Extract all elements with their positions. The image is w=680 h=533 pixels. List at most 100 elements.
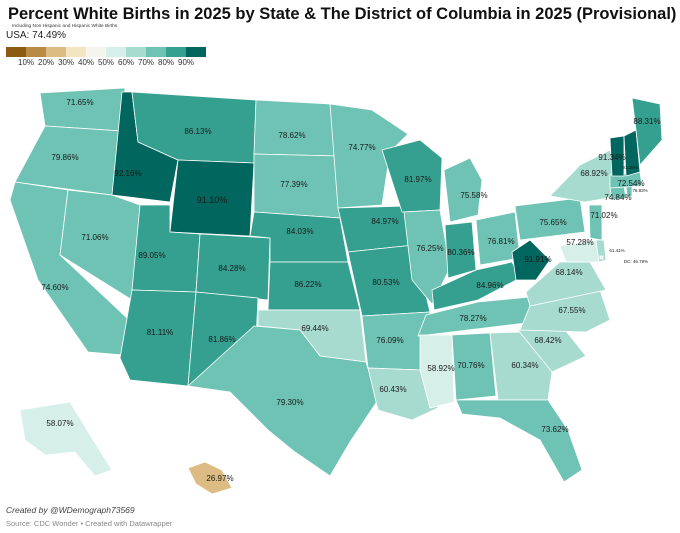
state-nd xyxy=(253,99,339,157)
state-labels: 71.65% 79.86% 74.60% 71.06% 92.16% 86.13% 91.1… xyxy=(41,98,660,483)
state-label-dc: DC: 46.79% xyxy=(624,259,648,264)
state-me xyxy=(631,97,663,166)
state-label-ar: 76.09% xyxy=(376,336,403,345)
state-label-al: 70.76% xyxy=(457,361,484,370)
state-label-wa: 71.65% xyxy=(66,98,93,107)
state-label-ri: 76.83% xyxy=(632,188,647,193)
legend-swatch xyxy=(66,47,86,57)
legend-tick: 30% xyxy=(57,58,75,67)
state-wv xyxy=(511,239,551,281)
source-line: Source: CDC Wonder • Created with Datawr… xyxy=(6,519,173,528)
legend-swatch xyxy=(106,47,126,57)
state-wa xyxy=(39,87,126,132)
state-label-nh: 91.35% xyxy=(622,165,637,170)
legend-swatch xyxy=(186,47,206,57)
state-wi xyxy=(381,139,443,213)
state-label-oh: 76.81% xyxy=(487,237,514,246)
state-label-nd: 78.62% xyxy=(278,131,305,140)
state-label-wv: 91.91% xyxy=(524,255,551,264)
state-al xyxy=(451,332,497,401)
state-nj xyxy=(588,204,603,241)
state-label-il: 76.25% xyxy=(416,244,443,253)
state-label-ok: 69.44% xyxy=(301,324,328,333)
state-label-va: 68.14% xyxy=(555,268,582,277)
state-pa xyxy=(514,197,586,241)
state-label-ky: 84.96% xyxy=(476,281,503,290)
state-label-or: 79.86% xyxy=(51,153,78,162)
state-label-ga: 60.34% xyxy=(511,361,538,370)
state-ak xyxy=(19,401,113,477)
usa-total: USA: 74.49% xyxy=(6,30,67,41)
state-label-vt: 91.34% xyxy=(598,153,625,162)
state-label-ks: 86.22% xyxy=(294,280,321,289)
state-label-wi: 81.97% xyxy=(404,175,431,184)
state-label-wy: 91.10% xyxy=(197,195,228,205)
state-nh xyxy=(623,129,641,177)
state-label-tx: 79.30% xyxy=(276,398,303,407)
legend-swatches xyxy=(6,47,206,57)
state-label-in: 80.36% xyxy=(447,248,474,257)
state-ia xyxy=(337,205,415,253)
legend-tick: 80% xyxy=(157,58,175,67)
state-label-la: 60.43% xyxy=(379,385,406,394)
credit-line: Created by @WDemograph73569 xyxy=(6,505,135,515)
state-label-mt: 86.13% xyxy=(184,127,211,136)
legend-swatch xyxy=(146,47,166,57)
state-label-sd: 77.39% xyxy=(280,180,307,189)
state-label-ct: 74.84% xyxy=(604,193,631,202)
state-fl xyxy=(455,399,583,483)
legend-labels: 10% 20% 30% 40% 50% 60% 70% 80% 90% xyxy=(6,57,206,69)
state-label-nc: 67.55% xyxy=(558,306,585,315)
state-shapes xyxy=(9,87,663,495)
subtitle: Including Non Hispanic and Hispanic Whit… xyxy=(12,24,118,29)
state-label-nv: 71.06% xyxy=(81,233,108,242)
state-hi xyxy=(187,461,233,495)
state-label-ak: 58.07% xyxy=(46,419,73,428)
legend-tick: 50% xyxy=(97,58,115,67)
color-legend: 10% 20% 30% 40% 50% 60% 70% 80% 90% xyxy=(6,47,206,69)
state-ms xyxy=(419,334,455,409)
state-vt xyxy=(609,135,625,177)
legend-tick: 70% xyxy=(137,58,155,67)
legend-tick: 60% xyxy=(117,58,135,67)
state-label-mo: 80.53% xyxy=(372,278,399,287)
state-va xyxy=(525,261,607,307)
state-label-ny: 68.92% xyxy=(580,169,607,178)
state-label-md: 57.28% xyxy=(566,238,593,247)
legend-swatch xyxy=(166,47,186,57)
state-label-ia: 84.97% xyxy=(371,217,398,226)
state-label-mn: 74.77% xyxy=(348,143,375,152)
state-label-mi: 75.58% xyxy=(460,191,487,200)
state-label-ms: 58.92% xyxy=(427,364,454,373)
state-mi xyxy=(443,157,483,223)
state-co xyxy=(195,233,271,301)
state-label-tn: 78.27% xyxy=(459,314,486,323)
state-label-de: 61.41% xyxy=(609,248,624,253)
state-label-pa: 75.65% xyxy=(539,218,566,227)
state-label-id: 92.16% xyxy=(114,169,141,178)
legend-tick: 40% xyxy=(77,58,95,67)
page-title: Percent White Births in 2025 by State & … xyxy=(8,5,677,23)
state-az xyxy=(119,289,197,387)
state-label-ut: 89.05% xyxy=(138,251,165,260)
legend-swatch xyxy=(86,47,106,57)
legend-swatch xyxy=(6,47,26,57)
state-label-sc: 68.42% xyxy=(534,336,561,345)
legend-swatch xyxy=(46,47,66,57)
state-la xyxy=(367,367,439,421)
legend-tick: 10% xyxy=(17,58,35,67)
legend-swatch xyxy=(26,47,46,57)
state-label-co: 84.28% xyxy=(218,264,245,273)
state-label-az: 81.11% xyxy=(147,328,174,337)
state-tx xyxy=(187,325,379,477)
state-label-hi: 26.97% xyxy=(206,474,233,483)
state-label-me: 88.31% xyxy=(633,117,660,126)
state-label-nm: 81.86% xyxy=(208,335,235,344)
state-label-fl: 73.62% xyxy=(541,425,568,434)
state-ga xyxy=(489,331,553,401)
state-label-nj: 71.02% xyxy=(590,211,617,220)
legend-tick: 90% xyxy=(177,58,195,67)
legend-tick: 20% xyxy=(37,58,55,67)
state-label-ne: 84.03% xyxy=(286,227,313,236)
